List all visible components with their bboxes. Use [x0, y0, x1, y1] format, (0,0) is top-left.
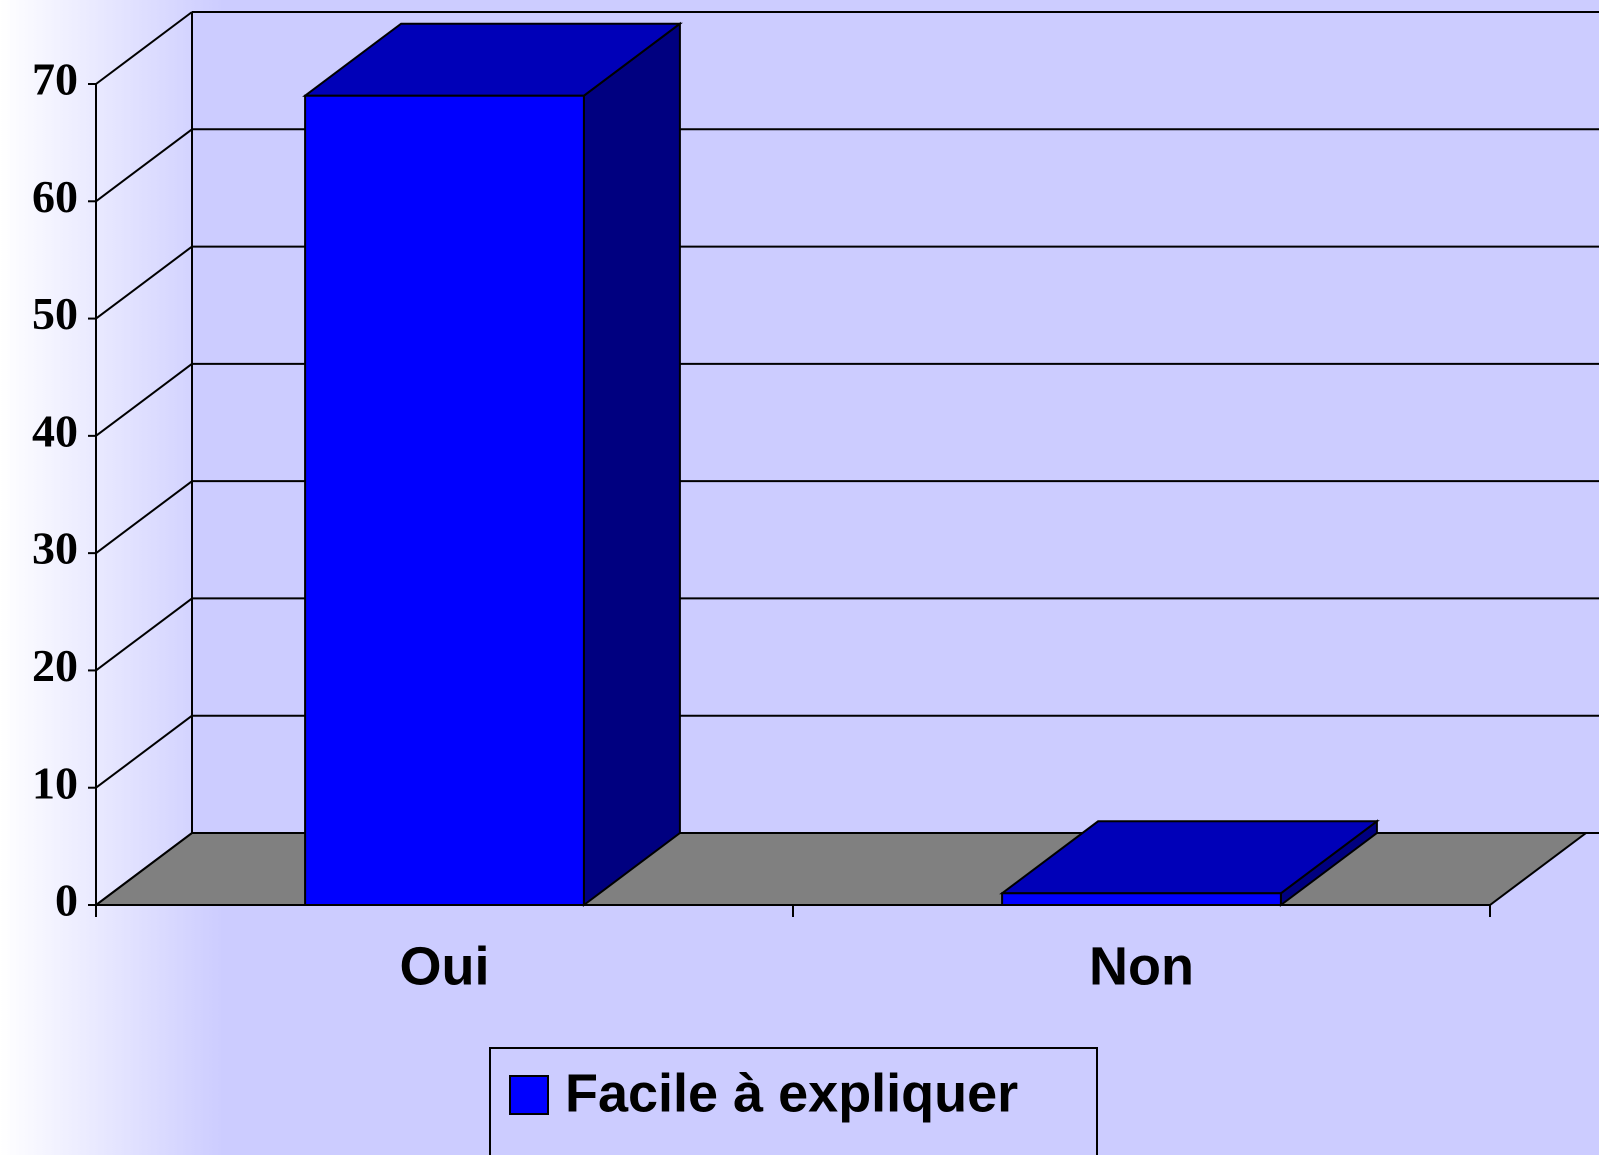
y-tick-label: 50: [32, 288, 78, 339]
legend-box: [489, 1047, 1098, 1155]
bar-side: [582, 21, 681, 907]
grid-line: [95, 480, 193, 554]
grid-line: [95, 597, 193, 672]
grid-line: [95, 363, 193, 437]
grid-line: [95, 128, 193, 203]
y-tick-label: 10: [32, 757, 78, 808]
grid-line: [95, 245, 193, 320]
bar: [1001, 892, 1282, 906]
y-tick-label: 40: [32, 405, 78, 456]
grid-line: [95, 832, 193, 906]
bar: [304, 94, 585, 906]
y-tick-label: 20: [32, 640, 78, 691]
y-tick-label: 30: [32, 523, 78, 574]
x-tick-label: Oui: [400, 936, 490, 996]
y-tick-label: 60: [32, 171, 78, 222]
x-tick-label: Non: [1089, 936, 1194, 996]
legend-swatch: [509, 1075, 549, 1115]
y-tick-label: 0: [55, 875, 78, 926]
grid-line: [95, 714, 193, 789]
legend-label: Facile à expliquer: [565, 1063, 1018, 1123]
grid-line: [95, 11, 193, 85]
y-tick-label: 70: [32, 54, 78, 105]
